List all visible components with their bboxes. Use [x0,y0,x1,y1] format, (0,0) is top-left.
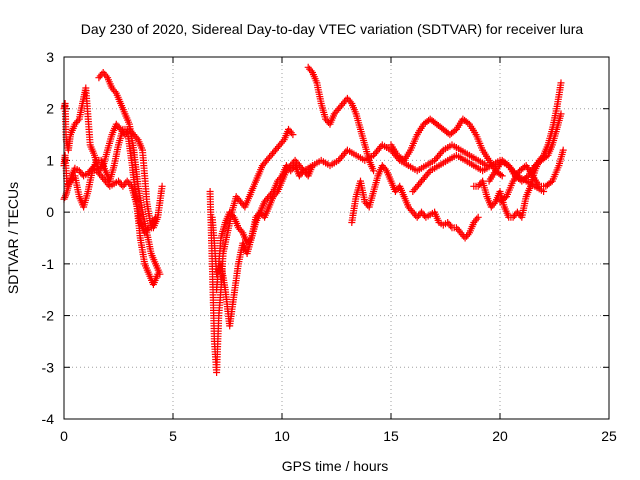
y-tick-label: -2 [42,308,55,324]
y-tick-label: 3 [46,49,54,65]
x-tick-labels: 0 5 10 15 20 25 [60,428,617,444]
y-tick-label: 2 [46,101,54,117]
series-track-4 [95,69,164,278]
data-markers [213,162,316,294]
series-track-2 [60,84,160,232]
x-tick-label: 5 [169,428,177,444]
x-tick-label: 20 [492,428,508,444]
x-tick-label: 0 [60,428,68,444]
y-axis-label: SDTVAR / TECUs [5,182,21,294]
series-track-8 [304,63,378,175]
x-tick-label: 10 [274,428,290,444]
data-series [60,63,567,376]
data-markers [60,84,160,232]
x-tick-label: 25 [601,428,617,444]
y-tick-label: -1 [42,256,55,272]
y-tick-labels: -4 -3 -2 -1 0 1 2 3 [42,49,55,427]
chart-title: Day 230 of 2020, Sidereal Day-to-day VTE… [81,21,584,37]
data-markers [95,69,164,278]
y-tick-label: 0 [46,204,54,220]
y-tick-label: -4 [42,411,55,427]
x-tick-label: 15 [383,428,399,444]
series-track-15 [496,146,567,206]
series-track-11 [387,115,506,180]
data-markers [304,63,378,175]
data-markers [496,146,567,206]
series-track-10 [348,162,482,242]
y-tick-label: 1 [46,152,54,168]
data-markers [387,115,506,180]
data-markers [348,162,482,242]
plot-frame [63,56,610,420]
x-axis-label: GPS time / hours [282,458,389,474]
series-track-7 [213,162,316,294]
y-tick-label: -3 [42,359,55,375]
